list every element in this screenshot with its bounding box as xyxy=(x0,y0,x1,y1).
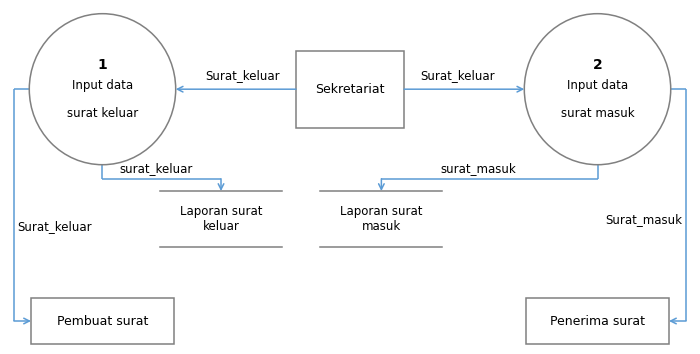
Text: surat masuk: surat masuk xyxy=(561,107,634,120)
Text: Laporan surat
keluar: Laporan surat keluar xyxy=(180,205,262,233)
Text: surat keluar: surat keluar xyxy=(67,107,138,120)
Text: Surat_keluar: Surat_keluar xyxy=(18,220,92,233)
Text: surat_masuk: surat_masuk xyxy=(441,162,517,175)
Text: Surat_keluar: Surat_keluar xyxy=(206,69,280,82)
Text: Pembuat surat: Pembuat surat xyxy=(57,314,148,327)
Text: surat_keluar: surat_keluar xyxy=(119,162,192,175)
Text: Surat_keluar: Surat_keluar xyxy=(420,69,494,82)
Text: Input data: Input data xyxy=(567,79,628,92)
Text: Laporan surat
masuk: Laporan surat masuk xyxy=(340,205,423,233)
Text: Sekretariat: Sekretariat xyxy=(315,83,385,96)
Text: 1: 1 xyxy=(97,58,107,72)
Text: Surat_masuk: Surat_masuk xyxy=(606,213,682,225)
Text: 2: 2 xyxy=(593,58,603,72)
Text: Penerima surat: Penerima surat xyxy=(550,314,645,327)
Text: Input data: Input data xyxy=(72,79,133,92)
